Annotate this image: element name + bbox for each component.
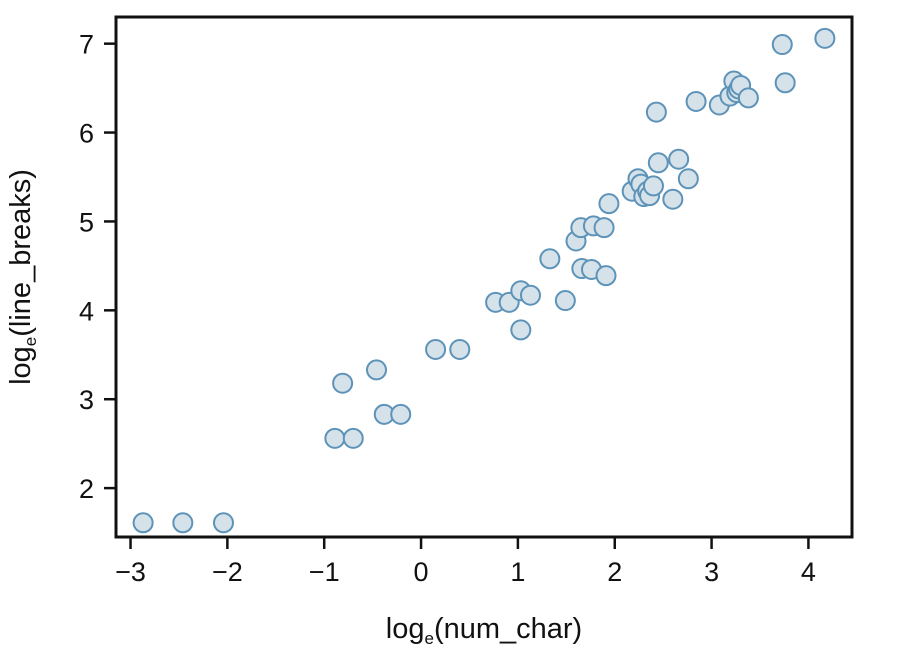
x-tick-label: 1 bbox=[510, 557, 525, 587]
data-point bbox=[774, 72, 796, 94]
data-point bbox=[668, 148, 690, 170]
data-point bbox=[425, 338, 447, 360]
y-axis-label: loge(line_breaks) bbox=[5, 169, 40, 385]
data-point bbox=[332, 372, 354, 394]
data-point bbox=[554, 290, 576, 312]
data-point bbox=[172, 512, 194, 534]
y-tick-label: 7 bbox=[79, 30, 94, 60]
data-point bbox=[771, 34, 793, 56]
x-tick-label: 3 bbox=[704, 557, 719, 587]
data-point bbox=[737, 87, 759, 109]
data-point bbox=[539, 248, 561, 270]
x-tick-label: 0 bbox=[414, 557, 429, 587]
data-point bbox=[814, 27, 836, 49]
data-point bbox=[324, 427, 346, 449]
x-tick-label: 4 bbox=[801, 557, 816, 587]
data-point bbox=[510, 319, 532, 341]
data-point bbox=[642, 175, 664, 197]
data-point bbox=[212, 512, 234, 534]
data-point bbox=[647, 152, 669, 174]
y-tick-label: 2 bbox=[79, 474, 94, 504]
data-point bbox=[390, 403, 412, 425]
data-point bbox=[598, 193, 620, 215]
data-point bbox=[685, 90, 707, 112]
data-point bbox=[593, 217, 615, 239]
x-axis-label: loge(num_char) bbox=[386, 613, 582, 648]
data-point bbox=[342, 427, 364, 449]
x-tick-label: −2 bbox=[212, 557, 243, 587]
data-point bbox=[366, 359, 388, 381]
data-points bbox=[132, 27, 836, 534]
y-tick-label: 4 bbox=[79, 296, 94, 326]
data-point bbox=[132, 512, 154, 534]
x-tick-label: 2 bbox=[607, 557, 622, 587]
data-point bbox=[677, 168, 699, 190]
y-tick-label: 3 bbox=[79, 385, 94, 415]
data-point bbox=[595, 265, 617, 287]
y-tick-label: 6 bbox=[79, 119, 94, 149]
axis-ticks: −3 −2 −1 0 1 2 3 4 2 3 4 5 6 7 bbox=[79, 30, 816, 587]
data-point bbox=[662, 188, 684, 210]
plot-frame bbox=[114, 15, 854, 539]
data-point bbox=[449, 338, 471, 360]
x-tick-label: −3 bbox=[115, 557, 146, 587]
data-point bbox=[519, 284, 541, 306]
x-tick-label: −1 bbox=[309, 557, 340, 587]
data-point bbox=[645, 101, 667, 123]
y-tick-label: 5 bbox=[79, 207, 94, 237]
